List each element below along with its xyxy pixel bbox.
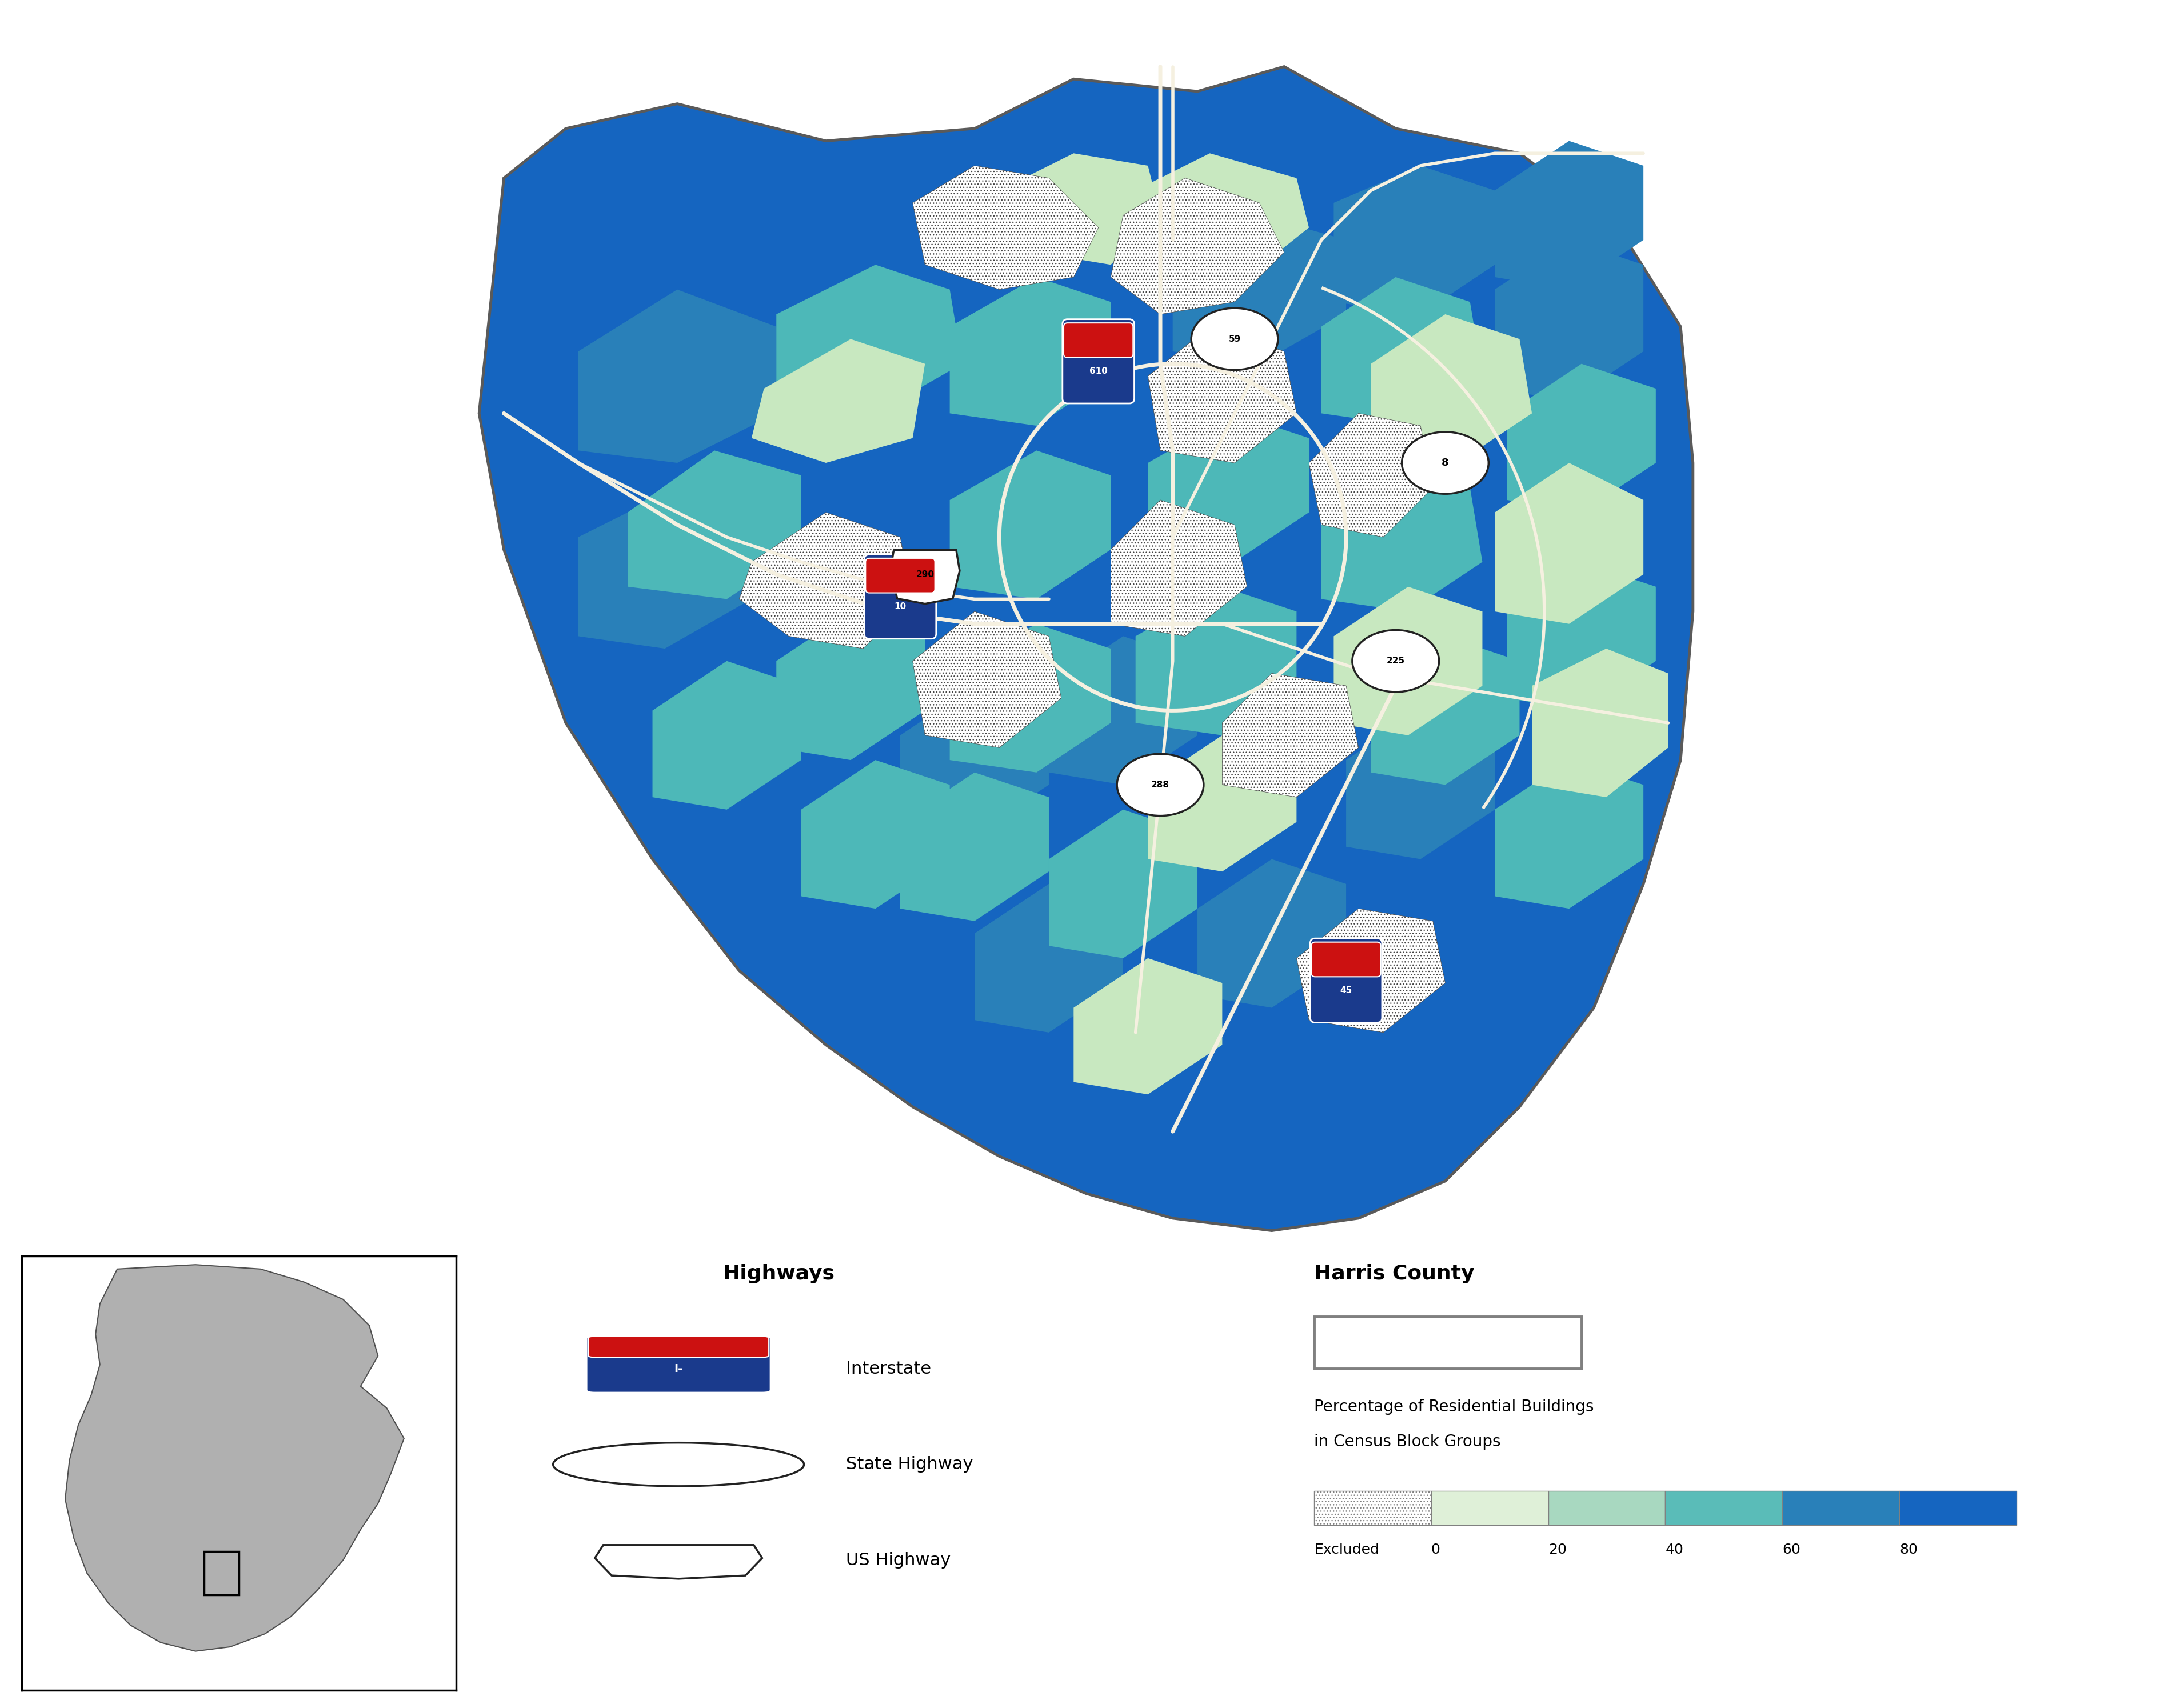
Text: 290: 290 — [917, 570, 934, 579]
Bar — [1549, 1491, 1666, 1525]
Polygon shape — [1149, 734, 1297, 871]
Ellipse shape — [1353, 630, 1440, 692]
Polygon shape — [949, 623, 1110, 772]
Polygon shape — [1494, 140, 1644, 289]
Polygon shape — [1049, 810, 1197, 958]
Text: 60: 60 — [1783, 1542, 1801, 1556]
Polygon shape — [1049, 635, 1197, 784]
Bar — [1431, 1491, 1549, 1525]
FancyBboxPatch shape — [1312, 943, 1381, 977]
Polygon shape — [1371, 314, 1531, 463]
Polygon shape — [1136, 154, 1310, 277]
Text: I-: I- — [673, 1363, 682, 1373]
Polygon shape — [1334, 588, 1481, 734]
FancyBboxPatch shape — [864, 555, 936, 639]
FancyBboxPatch shape — [589, 1336, 769, 1358]
Bar — [1314, 1317, 1581, 1368]
FancyBboxPatch shape — [1310, 938, 1381, 1023]
Polygon shape — [1321, 277, 1481, 425]
Polygon shape — [1371, 635, 1520, 784]
Polygon shape — [1531, 649, 1668, 798]
FancyBboxPatch shape — [1062, 319, 1134, 403]
Text: State Highway: State Highway — [845, 1457, 973, 1472]
Polygon shape — [949, 451, 1110, 600]
Bar — [1666, 1491, 1783, 1525]
Text: 80: 80 — [1898, 1542, 1918, 1556]
Polygon shape — [899, 772, 1049, 921]
Polygon shape — [480, 67, 1692, 1230]
Polygon shape — [1494, 463, 1644, 623]
Polygon shape — [1223, 673, 1358, 798]
Text: US Highway: US Highway — [845, 1553, 951, 1568]
FancyBboxPatch shape — [864, 559, 934, 593]
Text: 45: 45 — [1340, 986, 1353, 994]
Polygon shape — [1494, 239, 1644, 401]
Polygon shape — [949, 277, 1110, 425]
Polygon shape — [912, 166, 1099, 289]
Text: Highways: Highways — [723, 1264, 834, 1283]
Text: 8: 8 — [1442, 458, 1449, 468]
Polygon shape — [1149, 413, 1310, 562]
Text: 40: 40 — [1666, 1542, 1683, 1556]
Ellipse shape — [554, 1443, 804, 1486]
Polygon shape — [999, 154, 1160, 265]
Text: 225: 225 — [1386, 656, 1405, 666]
Polygon shape — [65, 1264, 404, 1652]
Text: 10: 10 — [895, 603, 906, 611]
FancyBboxPatch shape — [1064, 323, 1134, 357]
Text: 0: 0 — [1431, 1542, 1440, 1556]
Polygon shape — [578, 487, 765, 649]
Polygon shape — [1173, 215, 1347, 364]
Polygon shape — [1110, 178, 1284, 314]
Text: 59: 59 — [1229, 335, 1240, 343]
Polygon shape — [801, 760, 949, 909]
Bar — [204, 1551, 239, 1595]
Ellipse shape — [1401, 432, 1488, 494]
Polygon shape — [738, 512, 912, 649]
Polygon shape — [595, 1546, 762, 1578]
Polygon shape — [899, 685, 1049, 834]
Polygon shape — [652, 661, 801, 810]
Polygon shape — [912, 611, 1062, 748]
Polygon shape — [1310, 413, 1434, 536]
Ellipse shape — [1190, 307, 1277, 371]
Bar — [1314, 1491, 1431, 1525]
Polygon shape — [578, 289, 775, 463]
Polygon shape — [1494, 760, 1644, 909]
Polygon shape — [1321, 463, 1481, 611]
Polygon shape — [775, 611, 925, 760]
Polygon shape — [1073, 958, 1223, 1095]
Polygon shape — [1136, 588, 1297, 734]
Polygon shape — [1347, 711, 1494, 859]
Polygon shape — [975, 885, 1123, 1032]
Polygon shape — [775, 265, 962, 413]
Polygon shape — [628, 451, 801, 600]
Polygon shape — [891, 550, 960, 605]
Bar — [1898, 1491, 2016, 1525]
Polygon shape — [1197, 859, 1347, 1008]
Text: Harris County: Harris County — [1314, 1264, 1475, 1283]
FancyBboxPatch shape — [586, 1336, 771, 1392]
Bar — [1783, 1491, 1898, 1525]
Text: Percentage of Residential Buildings: Percentage of Residential Buildings — [1314, 1399, 1594, 1416]
Polygon shape — [1507, 364, 1655, 512]
Polygon shape — [1149, 326, 1297, 463]
Polygon shape — [752, 338, 925, 463]
Text: 610: 610 — [1090, 367, 1108, 376]
Text: 20: 20 — [1549, 1542, 1566, 1556]
Text: Excluded: Excluded — [1314, 1542, 1379, 1556]
Polygon shape — [1110, 500, 1247, 635]
Text: 288: 288 — [1151, 781, 1169, 789]
Ellipse shape — [1116, 753, 1203, 816]
Text: Interstate: Interstate — [845, 1360, 932, 1377]
Polygon shape — [1297, 909, 1444, 1032]
Text: in Census Block Groups: in Census Block Groups — [1314, 1435, 1501, 1450]
Polygon shape — [1507, 562, 1655, 711]
Polygon shape — [1334, 166, 1494, 314]
